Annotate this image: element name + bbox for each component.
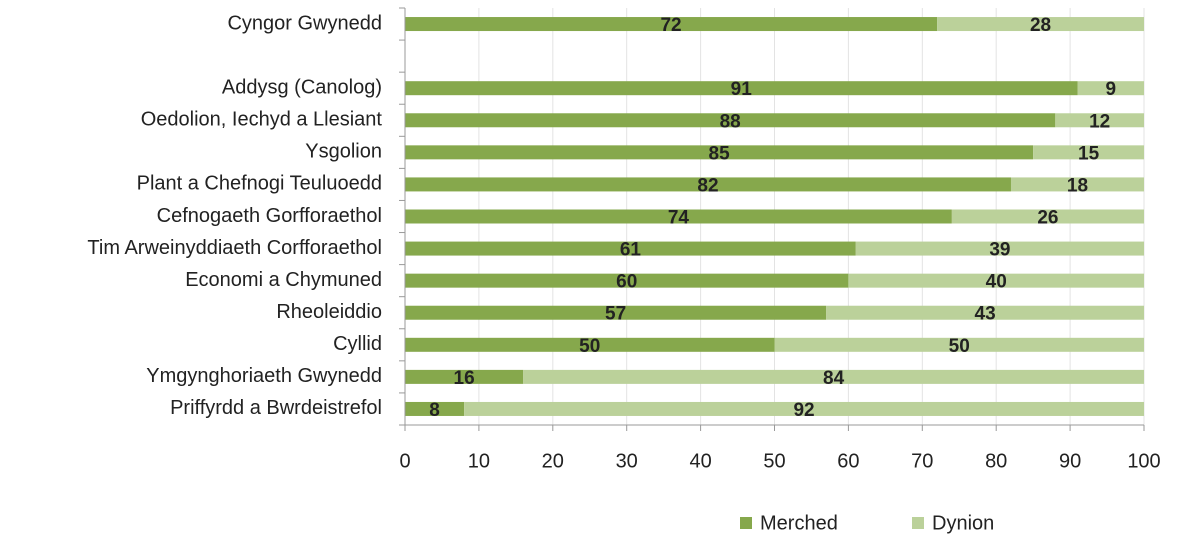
bar-segment — [774, 337, 1144, 352]
data-label: 57 — [605, 304, 626, 325]
y-tick-label: Ymgynghoriaeth Gwynedd — [146, 365, 382, 387]
y-tick-label: Cyngor Gwynedd — [227, 12, 382, 34]
bar-segment — [405, 369, 524, 384]
legend-swatch — [912, 517, 924, 529]
data-label: 84 — [823, 368, 845, 389]
y-tick-label: Economi a Chymuned — [185, 269, 382, 291]
data-label: 91 — [731, 79, 753, 100]
y-tick-label: Addysg (Canolog) — [222, 76, 382, 98]
legend-label: Merched — [760, 512, 838, 534]
x-tick-label: 60 — [837, 450, 859, 472]
data-label: 40 — [986, 272, 1007, 293]
data-label: 16 — [454, 368, 475, 389]
data-label: 28 — [1030, 15, 1051, 36]
y-tick-label: Cyllid — [333, 333, 382, 355]
bar-segment — [848, 273, 1144, 288]
data-label: 60 — [616, 272, 637, 293]
bar-segment — [523, 369, 1144, 384]
bar-segment — [464, 401, 1144, 416]
data-label: 50 — [579, 336, 600, 357]
bar-segment — [937, 17, 1144, 32]
data-label: 43 — [975, 304, 996, 325]
bar-segment — [855, 241, 1144, 256]
y-tick-label: Plant a Chefnogi Teuluoedd — [137, 173, 382, 195]
bar-segment — [405, 81, 1078, 96]
bar-segment — [1010, 177, 1144, 192]
legend-label: Dynion — [932, 512, 994, 534]
data-label: 39 — [989, 240, 1010, 261]
x-tick-label: 0 — [399, 450, 410, 472]
data-label: 12 — [1089, 111, 1110, 132]
bar-segment — [951, 209, 1144, 224]
x-tick-label: 30 — [616, 450, 638, 472]
x-tick-label: 100 — [1127, 450, 1160, 472]
data-label: 8 — [429, 400, 440, 421]
x-tick-label: 20 — [542, 450, 564, 472]
bar-segment — [405, 177, 1011, 192]
y-tick-label: Priffyrdd a Bwrdeistrefol — [170, 397, 382, 419]
bar-segment — [826, 305, 1144, 320]
data-label: 74 — [668, 208, 690, 229]
data-label: 88 — [720, 111, 741, 132]
x-tick-label: 50 — [763, 450, 785, 472]
y-tick-label: Cefnogaeth Gorfforaethol — [157, 205, 382, 227]
data-label: 18 — [1067, 175, 1088, 196]
bar-segment — [405, 273, 849, 288]
data-label: 61 — [620, 240, 642, 261]
bar-segment — [1033, 145, 1144, 160]
data-label: 82 — [697, 175, 718, 196]
y-tick-label: Rheoleiddio — [276, 301, 382, 323]
data-label: 85 — [709, 143, 731, 164]
x-tick-label: 90 — [1059, 450, 1081, 472]
bar-segment — [405, 209, 952, 224]
y-tick-label: Ysgolion — [305, 141, 382, 163]
bar-segment — [405, 337, 775, 352]
bar-segment — [1055, 113, 1144, 128]
data-label: 50 — [949, 336, 970, 357]
data-label: 15 — [1078, 143, 1100, 164]
y-tick-label: Tim Arweinyddiaeth Corfforaethol — [87, 237, 382, 259]
legend-swatch — [740, 517, 752, 529]
data-label: 72 — [660, 15, 681, 36]
data-label: 92 — [793, 400, 814, 421]
data-label: 26 — [1037, 208, 1058, 229]
x-tick-label: 70 — [911, 450, 933, 472]
x-tick-label: 80 — [985, 450, 1007, 472]
bar-segment — [405, 113, 1056, 128]
x-tick-label: 10 — [468, 450, 490, 472]
bar-segment — [405, 305, 827, 320]
bar-segment — [405, 17, 938, 32]
bar-segment — [405, 241, 856, 256]
bar-segment — [405, 145, 1034, 160]
y-tick-label: Oedolion, Iechyd a Llesiant — [141, 109, 383, 131]
bar-segment — [405, 401, 465, 416]
x-tick-label: 40 — [689, 450, 711, 472]
data-label: 9 — [1105, 79, 1116, 100]
bar-segment — [1077, 81, 1144, 96]
